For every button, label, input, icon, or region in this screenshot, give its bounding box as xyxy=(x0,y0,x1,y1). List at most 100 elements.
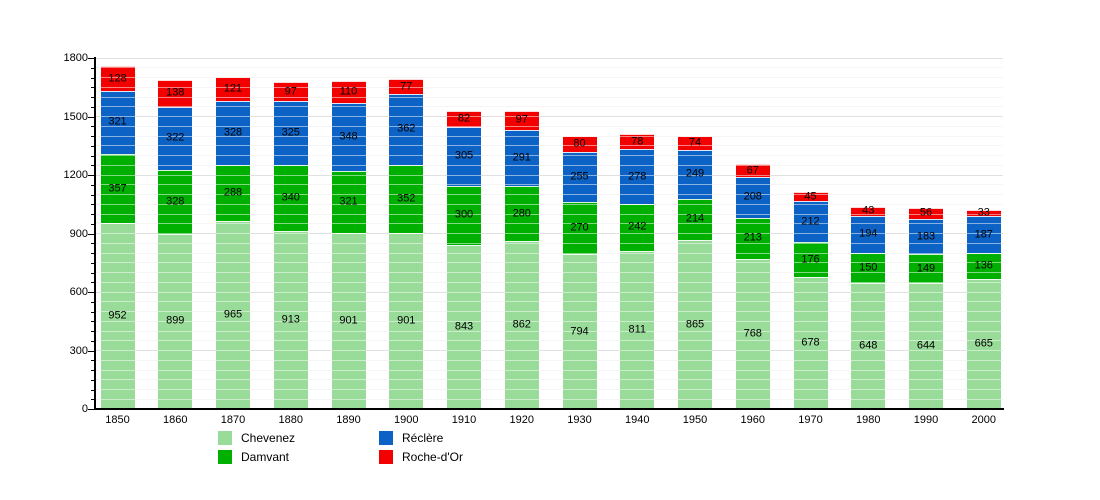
gridline-overlay xyxy=(95,96,1003,98)
y-axis-tick xyxy=(91,243,94,245)
bar-segment-value: 648 xyxy=(859,339,878,352)
gridline-overlay xyxy=(95,106,1003,108)
x-tick-label: 1940 xyxy=(625,414,650,426)
bar-segment-value: 150 xyxy=(859,261,878,274)
bar-segment-value: 138 xyxy=(166,86,185,99)
x-tick-label: 1950 xyxy=(682,414,708,426)
y-axis-tick xyxy=(91,311,94,313)
y-axis-tick xyxy=(88,58,94,59)
damvant-swatch xyxy=(218,450,232,464)
y-axis-tick xyxy=(88,350,94,352)
y-axis-tick xyxy=(91,223,94,225)
legend-label: Réclère xyxy=(402,431,444,445)
x-tick-label: 1870 xyxy=(220,414,246,426)
bar-segment-value: 348 xyxy=(339,130,358,143)
gridline-overlay xyxy=(95,350,1003,351)
gridline-overlay xyxy=(95,291,1003,293)
gridline-overlay xyxy=(95,213,1003,215)
bar-segment xyxy=(793,192,828,202)
bar-segment-value: 110 xyxy=(339,85,358,98)
gridline-overlay xyxy=(95,379,1003,381)
bar-segment-value: 194 xyxy=(859,227,878,240)
y-axis-tick xyxy=(91,340,94,342)
gridline-overlay xyxy=(95,272,1003,273)
y-axis-tick xyxy=(91,331,94,332)
x-tick-label: 1970 xyxy=(798,414,823,426)
bar-segment xyxy=(389,164,424,234)
bar-segment-value: 80 xyxy=(573,137,586,150)
gridline-overlay xyxy=(95,252,1003,254)
bar-segment xyxy=(909,283,943,409)
bar-segment-value: 183 xyxy=(916,230,936,243)
bar-segment xyxy=(100,91,135,154)
bar-segment xyxy=(966,279,1001,409)
bar-segment-value: 74 xyxy=(688,136,702,149)
x-axis-line xyxy=(94,408,1004,410)
y-axis-tick xyxy=(91,389,94,391)
bar-segment xyxy=(793,242,828,277)
gridline-overlay xyxy=(95,155,1003,156)
gridline-overlay xyxy=(95,135,1003,137)
y-axis-tick xyxy=(91,87,94,89)
bar-segment-value: 901 xyxy=(397,314,416,327)
x-tick-label: 1880 xyxy=(278,414,303,426)
y-tick-label: 0 xyxy=(81,403,88,415)
gridline-overlay xyxy=(95,340,1003,342)
bar-segment-value: 352 xyxy=(397,192,416,205)
legend-label: Roche-d'Or xyxy=(402,450,463,464)
bar-segment-value: 325 xyxy=(281,126,300,139)
bar-segment-value: 43 xyxy=(862,204,875,217)
bar-segment-value: 45 xyxy=(804,190,817,203)
bar-segment-value: 82 xyxy=(457,112,471,125)
gridline-overlay xyxy=(95,57,1003,59)
x-tick-label: 1910 xyxy=(451,414,477,426)
bar-segment-value: 56 xyxy=(919,206,933,219)
gridline-overlay xyxy=(95,311,1003,312)
bar-segment xyxy=(851,215,886,254)
legend-item-roche-dor: Roche-d'Or xyxy=(379,449,463,465)
x-tick-label: 1850 xyxy=(105,414,130,426)
gridline-overlay xyxy=(95,184,1003,186)
bar-segment-value: 768 xyxy=(743,327,762,340)
bar-segment-value: 362 xyxy=(397,122,416,135)
bar-segment xyxy=(562,136,597,152)
gridline-overlay xyxy=(95,301,1003,303)
bar-segment xyxy=(389,79,424,95)
bar-segment-value: 328 xyxy=(166,195,185,208)
chevenez-swatch xyxy=(218,431,232,445)
bar-segment xyxy=(447,186,481,245)
y-axis-tick xyxy=(88,116,94,118)
bar-segment-value: 149 xyxy=(916,262,936,275)
bar-segment xyxy=(562,254,597,409)
bar-segment-value: 121 xyxy=(223,82,243,95)
bar-segment xyxy=(966,209,1001,217)
y-axis-tick xyxy=(91,194,94,196)
bar-segment-value: 280 xyxy=(512,207,531,220)
y-axis-tick xyxy=(91,77,94,79)
bar-segment xyxy=(447,110,481,127)
bar-segment xyxy=(851,207,886,216)
bar-segment xyxy=(100,223,135,409)
bar-segment xyxy=(735,217,770,260)
gridline-overlay xyxy=(95,359,1003,361)
bar-segment-value: 952 xyxy=(108,309,127,322)
bar-segment xyxy=(793,201,828,243)
y-axis-tick xyxy=(91,97,94,98)
bar-segment-value: 78 xyxy=(631,135,644,148)
y-axis-tick xyxy=(91,106,94,108)
bar-segment-value: 321 xyxy=(108,115,127,128)
bar-segment-value: 328 xyxy=(223,126,243,139)
gridline-overlay xyxy=(95,330,1003,332)
bar-segment-value: 965 xyxy=(223,308,243,321)
bar-segment xyxy=(909,218,943,255)
bar-segment-value: 899 xyxy=(166,314,185,327)
bar-segment-value: 678 xyxy=(801,336,820,349)
y-axis-tick xyxy=(88,292,94,293)
bar-segment-value: 136 xyxy=(974,259,993,272)
gridline-overlay xyxy=(95,145,1003,147)
bar-segment-value: 187 xyxy=(974,228,993,241)
plot-area xyxy=(95,57,1003,409)
x-tick-label: 1900 xyxy=(394,414,419,426)
x-tick-label: 1980 xyxy=(856,414,881,426)
y-tick-label: 600 xyxy=(69,286,88,298)
